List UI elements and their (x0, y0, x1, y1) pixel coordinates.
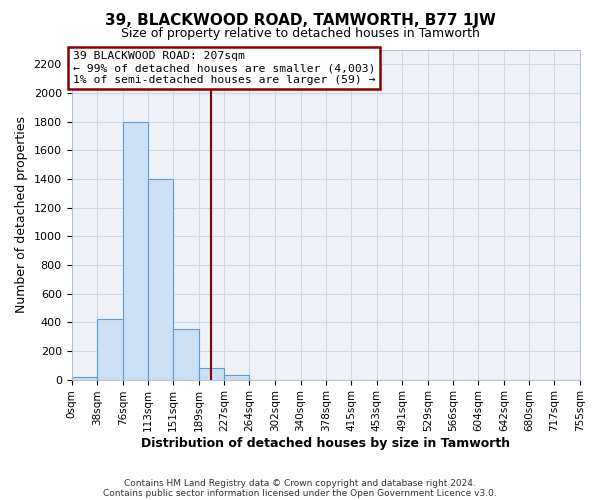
Text: Size of property relative to detached houses in Tamworth: Size of property relative to detached ho… (121, 28, 479, 40)
Bar (173, 330, 199, 380)
Bar (199, 368, 224, 380)
Bar (224, 376, 250, 380)
Bar (97, 320, 123, 380)
X-axis label: Distribution of detached houses by size in Tamworth: Distribution of detached houses by size … (141, 437, 511, 450)
Text: 39 BLACKWOOD ROAD: 207sqm
← 99% of detached houses are smaller (4,003)
1% of sem: 39 BLACKWOOD ROAD: 207sqm ← 99% of detac… (73, 52, 376, 84)
Text: Contains public sector information licensed under the Open Government Licence v3: Contains public sector information licen… (103, 488, 497, 498)
Text: 39, BLACKWOOD ROAD, TAMWORTH, B77 1JW: 39, BLACKWOOD ROAD, TAMWORTH, B77 1JW (104, 12, 496, 28)
Text: Contains HM Land Registry data © Crown copyright and database right 2024.: Contains HM Land Registry data © Crown c… (124, 478, 476, 488)
Bar (71, 376, 97, 380)
Bar (148, 179, 173, 380)
Bar (123, 122, 148, 380)
Y-axis label: Number of detached properties: Number of detached properties (15, 116, 28, 314)
